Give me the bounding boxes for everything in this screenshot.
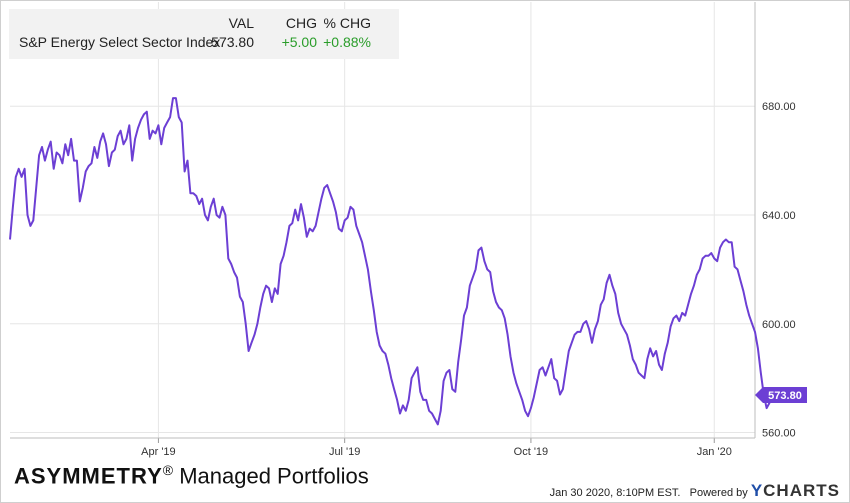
series-line[interactable] [9,97,774,426]
legend-change: +5.00 [281,34,317,50]
legend-header-chg: CHG [285,15,317,31]
ycharts-logo-y: Y [750,481,764,500]
registered-mark: ® [162,462,174,478]
brand-logo: ASYMMETRY® Managed Portfolios [14,462,369,489]
y-tick-label: 600.00 [762,319,796,331]
x-tick-label: Apr '19 [141,446,176,458]
last-value-marker [755,387,807,404]
y-tick-label: 680.00 [762,101,796,113]
x-tick-label: Jan '20 [697,446,732,458]
x-tick-label: Jul '19 [329,446,360,458]
last-value-label: 573.80 [768,390,802,402]
footer-credits: Jan 30 2020, 8:10PM EST. Powered by YCHA… [550,481,840,501]
timestamp: Jan 30 2020, 8:10PM EST. [549,487,681,499]
legend-header-val: VAL [228,15,254,31]
y-tick-label: 560.00 [762,428,796,440]
legend-series-name[interactable]: S&P Energy Select Sector Index [19,34,221,50]
powered-by-label: Powered by [689,487,748,499]
brand-name: ASYMMETRY [14,463,163,489]
legend-table: VAL CHG % CHG S&P Energy Select Sector I… [9,9,399,59]
ycharts-logo-text: CHARTS [763,481,840,500]
y-tick-label: 640.00 [762,210,796,222]
legend-percent-change: +0.88% [323,34,371,50]
x-tick-label: Oct '19 [514,446,549,458]
ycharts-logo[interactable]: YCHARTS [751,481,840,500]
legend-value: 573.80 [211,34,254,50]
legend-header-pct: % CHG [323,15,371,31]
brand-suffix: Managed Portfolios [179,463,369,489]
